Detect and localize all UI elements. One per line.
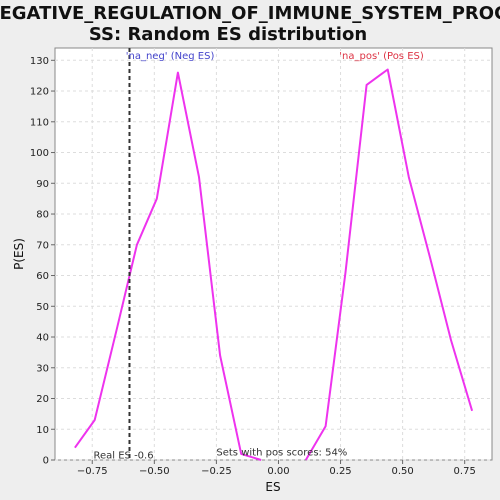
chart-title-line-2: SS: Random ES distribution [89, 24, 367, 45]
chart-title-line-1: NEGATIVE_REGULATION_OF_IMMUNE_SYSTEM_PRO… [0, 3, 500, 24]
y-tick-label: 100 [30, 148, 49, 159]
x-tick-label: −0.25 [201, 466, 232, 477]
grid-lines [55, 48, 492, 461]
series-lines [74, 68, 474, 461]
y-tick-label: 0 [43, 456, 49, 467]
x-tick-label: 0.75 [454, 466, 476, 477]
x-tick-label: −0.75 [77, 466, 108, 477]
y-tick-label: 50 [36, 302, 49, 313]
y-tick-label: 90 [36, 179, 49, 190]
neg-es-label: 'na_neg' (Neg ES) [126, 51, 215, 62]
y-axis-label: P(ES) [12, 238, 26, 270]
x-tick-label: 0.25 [329, 466, 351, 477]
y-tick-label: 120 [30, 87, 49, 98]
y-tick-label: 80 [36, 210, 49, 221]
y-tick-label: 30 [36, 363, 49, 374]
y-tick-label: 110 [30, 117, 49, 128]
pos-es-label: 'na_pos' (Pos ES) [339, 51, 424, 62]
y-tick-label: 70 [36, 240, 49, 251]
y-tick-label: 130 [30, 56, 49, 67]
x-tick-label: 0.50 [391, 466, 413, 477]
y-tick-label: 20 [36, 394, 49, 405]
real-es-annotation: Real ES -0.6 [93, 450, 153, 461]
y-tick-label: 40 [36, 333, 49, 344]
y-tick-label: 60 [36, 271, 49, 282]
x-tick-label: −0.50 [139, 466, 170, 477]
plot-area [54, 47, 493, 461]
series-line-pos [304, 68, 474, 461]
x-tick-label: 0.00 [267, 466, 289, 477]
y-axis: 0 10 20 30 40 50 60 70 80 90 100 110 120 130 [30, 56, 55, 467]
series-line-neg [74, 71, 262, 461]
x-axis-label: ES [265, 480, 280, 494]
x-axis: −0.75 −0.50 −0.25 0.00 0.25 0.50 0.75 [77, 460, 476, 477]
pos-scores-annotation: Sets with pos scores: 54% [216, 447, 347, 458]
y-tick-label: 10 [36, 425, 49, 436]
